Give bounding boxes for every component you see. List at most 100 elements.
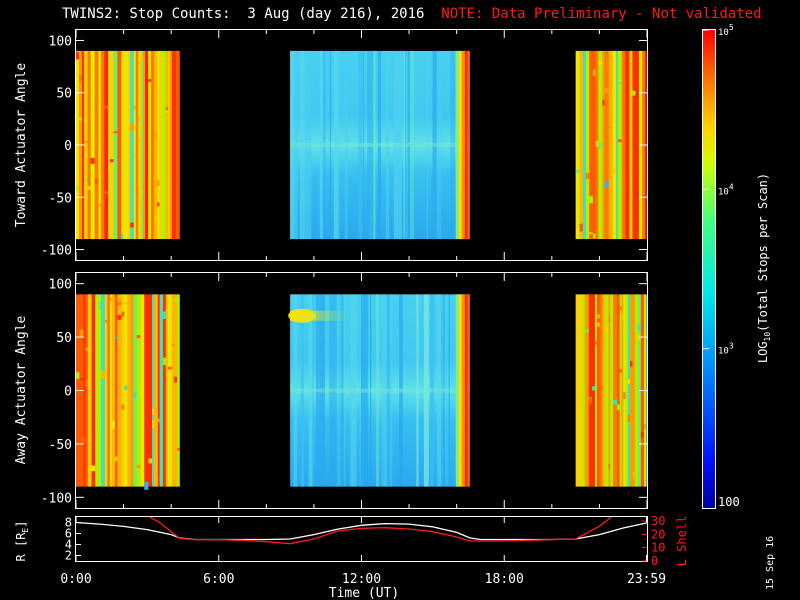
heat-speckle: [78, 117, 83, 121]
heat-column: [595, 294, 598, 487]
heat-column: [175, 50, 180, 240]
heat-speckle: [604, 88, 609, 93]
heat-column: [455, 294, 459, 487]
heat-column: [91, 294, 96, 487]
cb-tick-label: 105: [718, 23, 734, 38]
heat-column: [83, 294, 86, 487]
heat-column: [109, 294, 113, 487]
heat-column: [461, 294, 465, 487]
heat-column: [151, 294, 155, 487]
heat-column: [165, 50, 169, 240]
heat-speckle: [85, 347, 88, 351]
interval-early: [76, 50, 180, 240]
heat-speckle: [124, 385, 128, 390]
heat-column: [108, 50, 111, 240]
heat-speckle: [177, 447, 180, 451]
heat-speckle: [635, 191, 639, 199]
heat-speckle: [98, 301, 102, 310]
heat-speckle: [640, 431, 645, 438]
heat-column: [627, 50, 630, 240]
y-ticks-away: 100 50 0 -50 -100: [41, 278, 647, 506]
heatmap-away: [76, 294, 647, 490]
heat-speckle: [165, 108, 169, 113]
heat-speckle: [136, 335, 141, 339]
heat-column: [171, 50, 177, 240]
zero-band: [290, 143, 470, 147]
panel-toward: 100 50 0 -50 -100 Toward Actuator Angle: [14, 29, 648, 261]
y-tick-label: 6: [65, 527, 72, 541]
heat-speckle: [602, 99, 605, 106]
heat-column: [581, 294, 586, 487]
heat-speckle: [148, 79, 151, 82]
heat-speckle: [144, 481, 149, 490]
heat-column: [163, 294, 167, 487]
heat-column: [610, 294, 614, 487]
heat-speckle: [133, 155, 136, 159]
heat-speckle: [98, 204, 101, 207]
y-tick-label: 10: [651, 541, 665, 555]
heat-column: [94, 50, 99, 240]
chart-title: TWINS2: Stop Counts: 3 Aug (day 216), 20…: [62, 6, 762, 22]
heat-column: [612, 50, 617, 240]
heat-speckle: [117, 315, 122, 320]
ylabel-lshell: L Shell: [675, 516, 689, 567]
heat-column: [174, 294, 178, 487]
panel-away-frame: [75, 272, 648, 509]
heat-column: [154, 50, 158, 240]
y-tick-label: -50: [49, 438, 72, 453]
heat-column: [455, 50, 459, 240]
cb-tick-label: 100: [718, 495, 740, 509]
heat-speckle: [579, 140, 583, 146]
heat-column: [145, 50, 149, 240]
heat-speckle: [174, 298, 178, 303]
heat-speckle: [115, 336, 118, 340]
heat-column: [87, 50, 91, 240]
heat-speckle: [637, 324, 641, 331]
heat-speckle: [171, 343, 175, 346]
interval-early: [76, 294, 180, 490]
heat-column: [625, 294, 629, 487]
heat-column: [605, 294, 609, 487]
heat-column: [635, 294, 639, 487]
interval-middle: [288, 294, 470, 487]
heat-speckle: [104, 105, 109, 109]
heat-column: [136, 294, 141, 487]
heat-speckle: [148, 458, 152, 464]
heat-column: [602, 294, 606, 487]
cb-tick-label: 104: [718, 182, 734, 197]
heat-speckle: [154, 132, 158, 139]
heat-column: [596, 294, 601, 487]
side-date: 15 Sep 16: [765, 535, 776, 590]
heat-column: [592, 50, 596, 240]
heat-speckle: [629, 361, 633, 367]
heat-column: [585, 50, 590, 240]
heat-speckle: [159, 477, 164, 481]
y-tick-label: -50: [49, 191, 72, 206]
heat-speckle: [619, 368, 622, 373]
heat-speckle: [177, 385, 180, 393]
heat-speckle: [121, 404, 125, 410]
heat-speckle: [595, 141, 599, 147]
title-main: TWINS2: Stop Counts: 3 Aug (day 216), 20…: [62, 6, 425, 22]
heat-column: [157, 294, 160, 487]
heat-column: [616, 50, 619, 240]
heat-column: [121, 294, 125, 487]
heat-speckle: [110, 159, 114, 163]
heat-column: [171, 294, 175, 487]
heat-speckle: [621, 313, 624, 321]
heat-speckle: [637, 334, 641, 341]
orbit-lines: [75, 516, 647, 545]
interval-late: [575, 50, 647, 240]
heat-column: [161, 50, 167, 240]
heat-column: [144, 294, 149, 487]
heat-column: [125, 50, 129, 240]
heat-column: [100, 50, 105, 240]
heat-column: [135, 50, 139, 240]
heat-column: [101, 294, 106, 487]
heat-speckle: [617, 82, 622, 85]
heat-speckle: [627, 414, 630, 422]
heat-speckle: [141, 56, 144, 61]
interval-middle: [290, 50, 470, 240]
